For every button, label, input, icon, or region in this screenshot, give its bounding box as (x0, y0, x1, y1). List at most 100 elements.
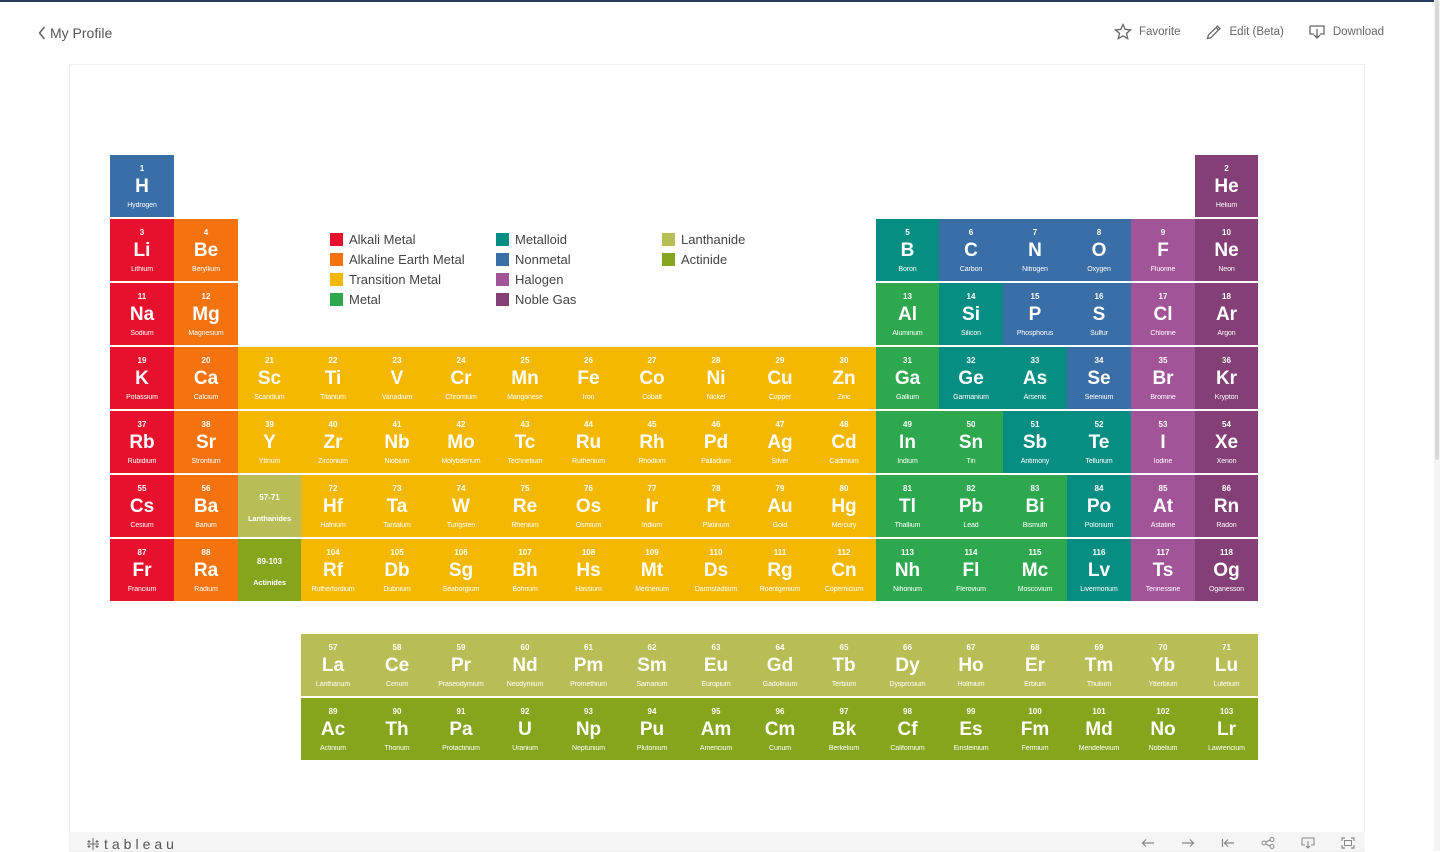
element-cell[interactable]: 115 Mc Moscovium (1003, 539, 1067, 601)
share-icon[interactable] (1260, 836, 1276, 850)
legend-item[interactable]: Alkali Metal (330, 231, 415, 247)
element-cell[interactable]: 27 Co Cobalt (620, 347, 684, 409)
element-cell[interactable]: 45 Rh Rhodium (620, 411, 684, 473)
element-cell[interactable]: 14 Si Silicon (939, 283, 1003, 345)
element-cell[interactable]: 62 Sm Samarium (620, 634, 684, 696)
element-cell[interactable]: 83 Bi Bismuth (1003, 475, 1067, 537)
element-cell[interactable]: 33 As Arsenic (1003, 347, 1067, 409)
element-cell[interactable]: 74 W Tungsten (429, 475, 493, 537)
element-cell[interactable]: 11 Na Sodium (110, 283, 174, 345)
element-cell[interactable]: 59 Pr Praseodymium (429, 634, 493, 696)
element-cell[interactable]: 90 Th Thorium (365, 698, 429, 760)
element-cell[interactable]: 92 U Uranium (493, 698, 557, 760)
element-cell[interactable]: 60 Nd Neodymium (493, 634, 557, 696)
element-cell[interactable]: 95 Am Americium (684, 698, 748, 760)
element-cell[interactable]: 9 F Fluorine (1131, 219, 1195, 281)
element-cell[interactable]: 103 Lr Lawrencium (1195, 698, 1258, 760)
fullscreen-icon[interactable] (1340, 836, 1356, 850)
edit-button[interactable]: Edit (Beta) (1205, 22, 1284, 42)
element-cell[interactable]: 37 Rb Rubidium (110, 411, 174, 473)
element-cell[interactable]: 102 No Nobelium (1131, 698, 1195, 760)
element-cell[interactable]: 69 Tm Thulium (1067, 634, 1131, 696)
element-cell[interactable]: 66 Dy Dysprosium (876, 634, 939, 696)
element-cell[interactable]: 104 Rf Rutherfordium (301, 539, 365, 601)
legend-item[interactable]: Noble Gas (496, 291, 576, 307)
element-cell[interactable]: 100 Fm Fermium (1003, 698, 1067, 760)
element-cell[interactable]: 88 Ra Radium (174, 539, 238, 601)
legend-item[interactable]: Actinide (662, 251, 727, 267)
download-toolbar-icon[interactable] (1300, 836, 1316, 850)
series-placeholder-cell[interactable]: 89-103 Actinides (238, 539, 301, 601)
element-cell[interactable]: 32 Ge Garmanium (939, 347, 1003, 409)
legend-item[interactable]: Halogen (496, 271, 563, 287)
element-cell[interactable]: 39 Y Yttrium (238, 411, 301, 473)
favorite-button[interactable]: Favorite (1113, 22, 1181, 42)
element-cell[interactable]: 96 Cm Curium (748, 698, 812, 760)
element-cell[interactable]: 111 Rg Roentgenium (748, 539, 812, 601)
element-cell[interactable]: 98 Cf Californium (876, 698, 939, 760)
element-cell[interactable]: 105 Db Dubnium (365, 539, 429, 601)
element-cell[interactable]: 35 Br Bromine (1131, 347, 1195, 409)
element-cell[interactable]: 86 Rn Radon (1195, 475, 1258, 537)
element-cell[interactable]: 29 Cu Copper (748, 347, 812, 409)
element-cell[interactable]: 61 Pm Promethium (557, 634, 620, 696)
element-cell[interactable]: 19 K Potassium (110, 347, 174, 409)
redo-icon[interactable] (1180, 836, 1196, 850)
element-cell[interactable]: 110 Ds Darmstadtium (684, 539, 748, 601)
element-cell[interactable]: 1 H Hydrogen (110, 155, 174, 217)
element-cell[interactable]: 18 Ar Argon (1195, 283, 1258, 345)
element-cell[interactable]: 70 Yb Ytterbium (1131, 634, 1195, 696)
element-cell[interactable]: 4 Be Beryllium (174, 219, 238, 281)
element-cell[interactable]: 25 Mn Manganese (493, 347, 557, 409)
element-cell[interactable]: 36 Kr Krypton (1195, 347, 1258, 409)
element-cell[interactable]: 48 Cd Cadmium (812, 411, 876, 473)
legend-item[interactable]: Transition Metal (330, 271, 441, 287)
element-cell[interactable]: 54 Xe Xenon (1195, 411, 1258, 473)
download-button[interactable]: Download (1308, 22, 1384, 42)
element-cell[interactable]: 53 I Iodine (1131, 411, 1195, 473)
element-cell[interactable]: 43 Tc Technetium (493, 411, 557, 473)
element-cell[interactable]: 87 Fr Francium (110, 539, 174, 601)
element-cell[interactable]: 68 Er Erbium (1003, 634, 1067, 696)
element-cell[interactable]: 112 Cn Copernicium (812, 539, 876, 601)
element-cell[interactable]: 2 He Helium (1195, 155, 1258, 217)
element-cell[interactable]: 117 Ts Tennessine (1131, 539, 1195, 601)
element-cell[interactable]: 76 Os Osmium (557, 475, 620, 537)
undo-icon[interactable] (1140, 836, 1156, 850)
element-cell[interactable]: 47 Ag Silver (748, 411, 812, 473)
element-cell[interactable]: 116 Lv Livermorium (1067, 539, 1131, 601)
revert-icon[interactable] (1220, 836, 1236, 850)
element-cell[interactable]: 7 N Nitrogen (1003, 219, 1067, 281)
legend-item[interactable]: Alkaline Earth Metal (330, 251, 465, 267)
element-cell[interactable]: 108 Hs Hassium (557, 539, 620, 601)
element-cell[interactable]: 64 Gd Gadolinium (748, 634, 812, 696)
element-cell[interactable]: 107 Bh Bohrium (493, 539, 557, 601)
element-cell[interactable]: 40 Zr Zirconium (301, 411, 365, 473)
legend-item[interactable]: Nonmetal (496, 251, 571, 267)
element-cell[interactable]: 10 Ne Neon (1195, 219, 1258, 281)
element-cell[interactable]: 85 At Astatine (1131, 475, 1195, 537)
element-cell[interactable]: 21 Sc Scandium (238, 347, 301, 409)
element-cell[interactable]: 91 Pa Protactinium (429, 698, 493, 760)
element-cell[interactable]: 114 Fl Flerovium (939, 539, 1003, 601)
element-cell[interactable]: 46 Pd Palladium (684, 411, 748, 473)
element-cell[interactable]: 30 Zn Zinc (812, 347, 876, 409)
series-placeholder-cell[interactable]: 57-71 Lanthanides (238, 475, 301, 537)
element-cell[interactable]: 97 Bk Berkelium (812, 698, 876, 760)
element-cell[interactable]: 71 Lu Lutetium (1195, 634, 1258, 696)
element-cell[interactable]: 80 Hg Mercury (812, 475, 876, 537)
legend-item[interactable]: Lanthanide (662, 231, 745, 247)
element-cell[interactable]: 67 Ho Holmium (939, 634, 1003, 696)
element-cell[interactable]: 12 Mg Magnesium (174, 283, 238, 345)
element-cell[interactable]: 55 Cs Cesium (110, 475, 174, 537)
element-cell[interactable]: 34 Se Selenium (1067, 347, 1131, 409)
element-cell[interactable]: 72 Hf Hafnium (301, 475, 365, 537)
element-cell[interactable]: 3 Li Lithium (110, 219, 174, 281)
element-cell[interactable]: 82 Pb Lead (939, 475, 1003, 537)
element-cell[interactable]: 24 Cr Chromium (429, 347, 493, 409)
element-cell[interactable]: 77 Ir Iridium (620, 475, 684, 537)
element-cell[interactable]: 49 In Indium (876, 411, 939, 473)
element-cell[interactable]: 89 Ac Actinium (301, 698, 365, 760)
element-cell[interactable]: 57 La Lanthanum (301, 634, 365, 696)
element-cell[interactable]: 52 Te Tellurium (1067, 411, 1131, 473)
